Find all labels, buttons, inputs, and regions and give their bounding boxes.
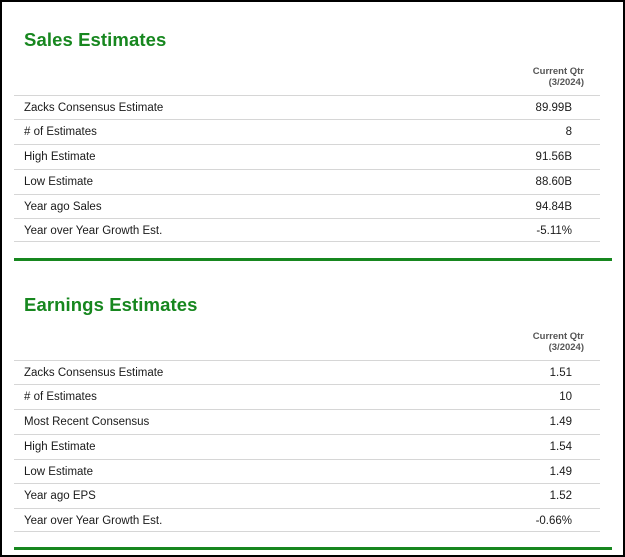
earnings-column-header-date: (3/2024) <box>548 342 584 353</box>
row-label: Zacks Consensus Estimate <box>24 367 164 379</box>
row-label: Year ago EPS <box>24 490 96 502</box>
earnings-estimates-title: Earnings Estimates <box>24 294 198 315</box>
row-label: High Estimate <box>24 151 96 163</box>
sales-column-header: Current Qtr (3/2024) <box>533 66 584 88</box>
section-divider <box>14 547 612 550</box>
earnings-estimates-section: Earnings Estimates Current Qtr (3/2024) … <box>14 262 612 552</box>
table-row: Year over Year Growth Est. -5.11% <box>14 218 600 242</box>
row-label: High Estimate <box>24 441 96 453</box>
table-row: Year ago EPS 1.52 <box>14 483 600 507</box>
row-value: 1.49 <box>549 466 572 478</box>
row-label: Low Estimate <box>24 466 94 478</box>
row-value: 91.56B <box>535 151 572 163</box>
row-value: 88.60B <box>535 176 572 188</box>
row-value: -5.11% <box>536 225 572 237</box>
table-row: Year over Year Growth Est. -0.66% <box>14 508 600 532</box>
table-row: High Estimate 1.54 <box>14 434 600 458</box>
row-value: 89.99B <box>535 102 572 114</box>
table-row: Low Estimate 1.49 <box>14 459 600 483</box>
row-value: 1.54 <box>549 441 572 453</box>
table-row: Low Estimate 88.60B <box>14 169 600 193</box>
table-row: Zacks Consensus Estimate 89.99B <box>14 95 600 119</box>
row-label: Year over Year Growth Est. <box>24 225 163 237</box>
row-label: Zacks Consensus Estimate <box>24 102 164 114</box>
table-row: Most Recent Consensus 1.49 <box>14 409 600 433</box>
row-value: 1.52 <box>549 490 572 502</box>
earnings-column-header: Current Qtr (3/2024) <box>533 331 584 353</box>
row-label: Low Estimate <box>24 176 94 188</box>
sales-column-header-period: Current Qtr <box>532 66 584 77</box>
sales-column-header-date: (3/2024) <box>548 77 584 88</box>
row-value: 1.49 <box>549 416 572 428</box>
row-value: 8 <box>565 126 572 138</box>
row-value: -0.66% <box>535 515 572 527</box>
table-row: Zacks Consensus Estimate 1.51 <box>14 360 600 384</box>
row-label: Year ago Sales <box>24 201 102 213</box>
row-value: 1.51 <box>549 367 572 379</box>
table-row: # of Estimates 8 <box>14 119 600 143</box>
row-label: Year over Year Growth Est. <box>24 515 163 527</box>
earnings-column-header-period: Current Qtr <box>532 331 584 342</box>
row-label: Most Recent Consensus <box>24 416 150 428</box>
table-row: # of Estimates 10 <box>14 384 600 408</box>
row-value: 10 <box>559 391 572 403</box>
table-row: Year ago Sales 94.84B <box>14 194 600 218</box>
section-divider <box>14 258 612 261</box>
row-label: # of Estimates <box>24 126 97 138</box>
row-label: # of Estimates <box>24 391 97 403</box>
row-value: 94.84B <box>535 201 572 213</box>
sales-estimates-title: Sales Estimates <box>24 29 167 50</box>
table-row: High Estimate 91.56B <box>14 144 600 168</box>
sales-estimates-section: Sales Estimates Current Qtr (3/2024) Zac… <box>14 2 612 262</box>
